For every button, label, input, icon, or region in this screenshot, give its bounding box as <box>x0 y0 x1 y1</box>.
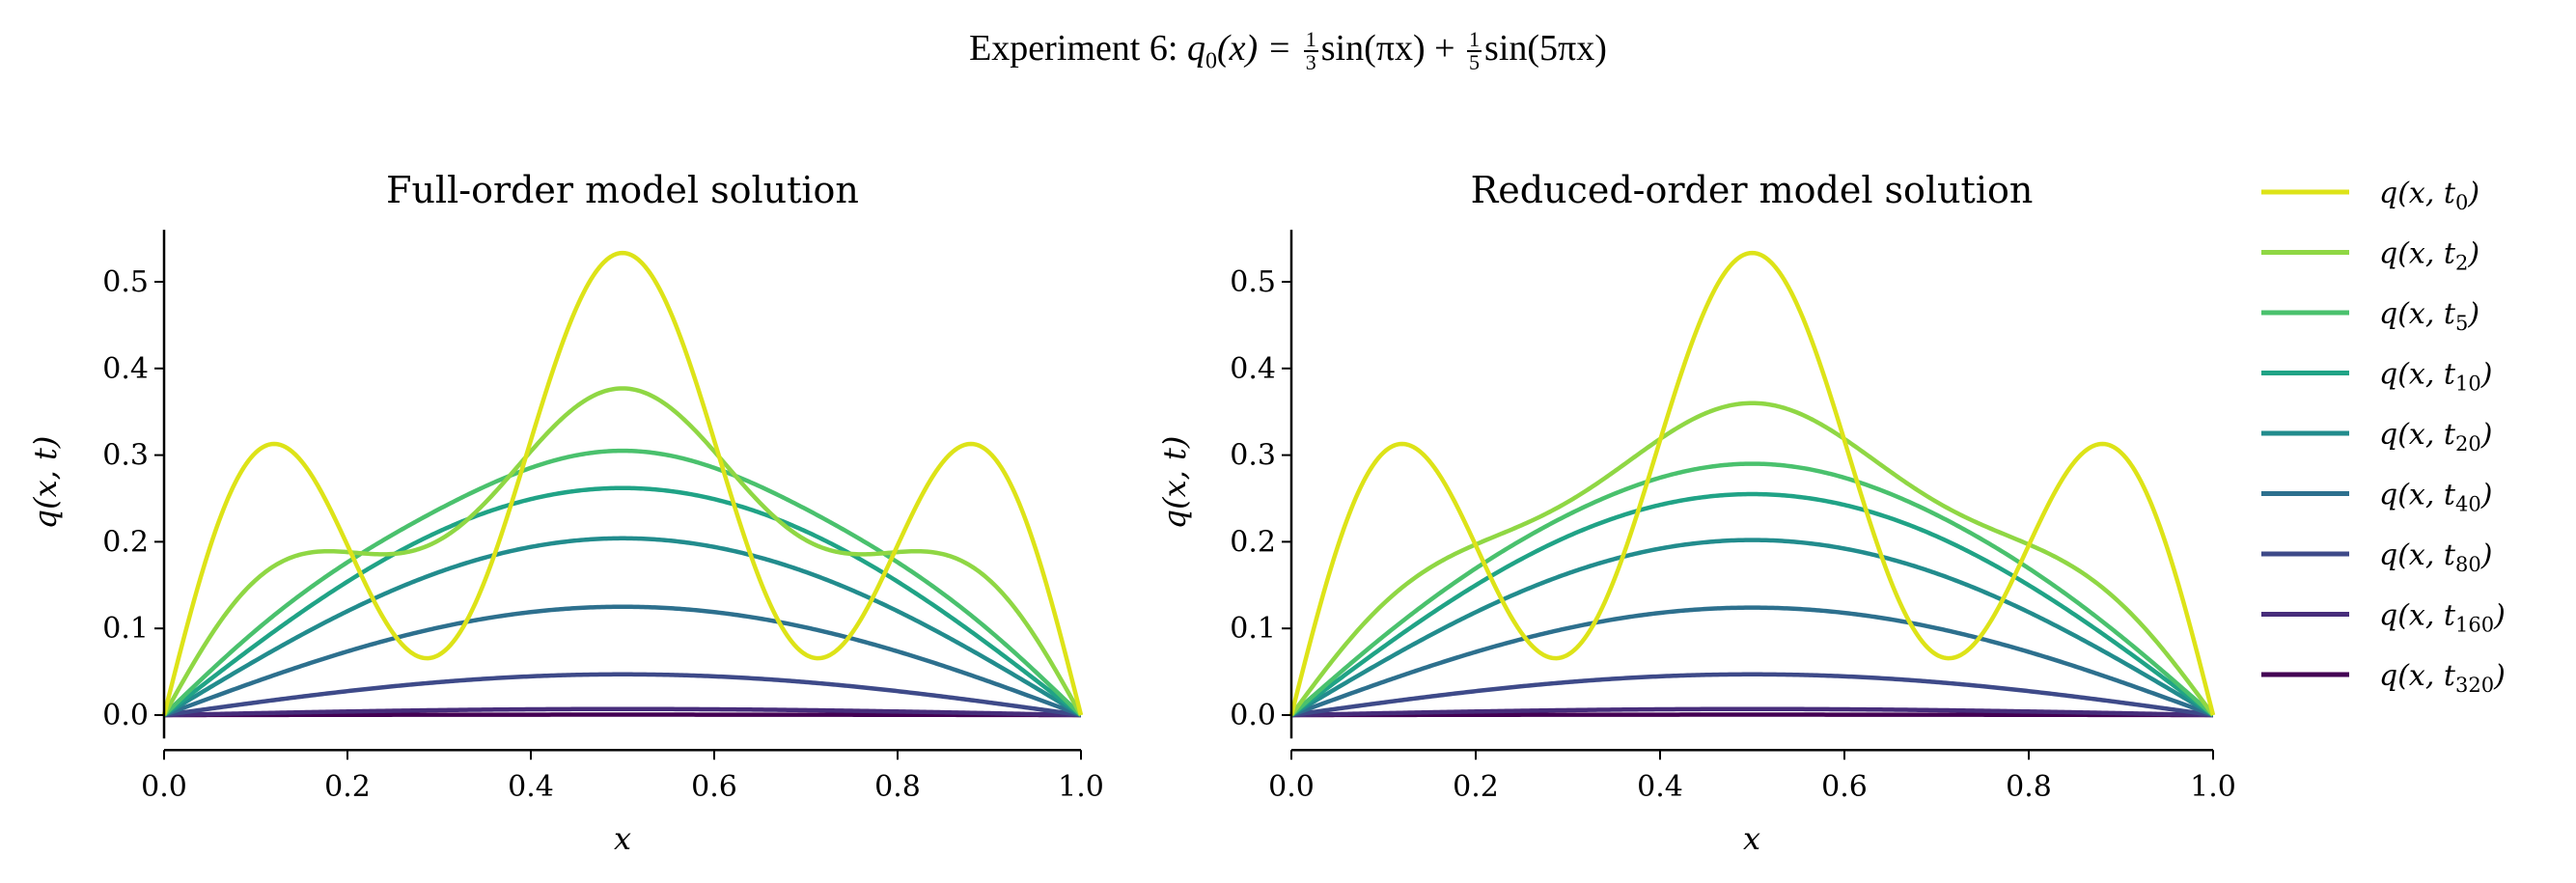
title-term-2: sin(5πx) <box>1484 28 1607 69</box>
legend-label: q(x, t0) <box>2379 177 2479 214</box>
series-line-t10 <box>162 485 1083 717</box>
legend-item-t320: q(x, t320) <box>2261 659 2506 697</box>
series-line-t0 <box>161 250 1084 716</box>
y-tick-label: 0.3 <box>1230 439 1276 473</box>
series-line-t5 <box>1289 461 2215 717</box>
title-term-1: sin(πx) + <box>1320 28 1455 69</box>
legend-item-t160: q(x, t160) <box>2261 599 2506 637</box>
legend-item-t5: q(x, t5) <box>2261 297 2479 335</box>
series-line-t80 <box>1290 672 2214 718</box>
x-tick-label: 0.8 <box>874 770 921 804</box>
legend-label: q(x, t80) <box>2379 538 2492 576</box>
legend-label: q(x, t20) <box>2379 418 2492 455</box>
title-prefix: Experiment 6: <box>969 28 1178 69</box>
y-tick-label: 0.1 <box>1230 612 1276 646</box>
legend-label: q(x, t40) <box>2379 479 2492 516</box>
y-tick-label: 0.0 <box>1230 699 1276 732</box>
y-tick-label: 0.0 <box>102 699 149 732</box>
series-line-t0 <box>1288 250 2216 716</box>
frac1-den: 3 <box>1305 50 1316 75</box>
series-line-t20 <box>1289 538 2215 717</box>
series-line-t10 <box>1289 491 2215 717</box>
y-tick-label: 0.1 <box>102 612 149 646</box>
series-line-t160 <box>1290 706 2214 718</box>
x-tick-label: 0.0 <box>1268 770 1315 804</box>
legend-label: q(x, t10) <box>2379 358 2492 396</box>
x-tick-label: 1.0 <box>2190 770 2236 804</box>
y-tick-label: 0.5 <box>102 265 149 299</box>
series-line-t20 <box>162 536 1083 717</box>
series-line-t2 <box>1289 400 2215 717</box>
x-tick-label: 0.6 <box>691 770 737 804</box>
panel-title: Full-order model solution <box>386 169 859 211</box>
legend-label: q(x, t160) <box>2379 599 2506 637</box>
series-line-t40 <box>163 604 1082 718</box>
legend-label: q(x, t5) <box>2379 297 2479 335</box>
legend-label: q(x, t320) <box>2379 659 2506 697</box>
x-axis-label: x <box>1743 820 1760 857</box>
y-tick-label: 0.3 <box>102 439 149 473</box>
figure-title: Experiment 6: q0(x) = 1 3 sin(πx) + 1 5 sin(… <box>0 27 2576 75</box>
x-tick-label: 0.2 <box>324 770 371 804</box>
title-sub: 0 <box>1205 48 1217 74</box>
frac1-num: 1 <box>1303 27 1318 53</box>
x-tick-label: 0.6 <box>1821 770 1868 804</box>
legend-item-t40: q(x, t40) <box>2261 479 2492 516</box>
frac2-num: 1 <box>1467 27 1482 53</box>
title-arg: (x) = <box>1216 28 1292 69</box>
x-tick-label: 0.0 <box>141 770 187 804</box>
y-axis-label: q(x, t) <box>1156 436 1193 530</box>
x-axis-label: x <box>614 820 631 857</box>
series-line-t2 <box>162 386 1083 717</box>
y-tick-label: 0.2 <box>102 525 149 559</box>
series-line-t40 <box>1290 605 2214 718</box>
y-tick-label: 0.4 <box>102 352 149 386</box>
y-tick-label: 0.5 <box>1230 265 1276 299</box>
reduced-order-panel: Reduced-order model solution x q(x, t) 0… <box>1156 169 2236 857</box>
legend: q(x, t0) q(x, t2) q(x, t5) q(x, t10) q(x, t2… <box>2261 177 2506 697</box>
panel-title: Reduced-order model solution <box>1471 169 2034 211</box>
y-tick-label: 0.4 <box>1230 352 1276 386</box>
x-tick-label: 0.8 <box>2006 770 2052 804</box>
series-line-t160 <box>163 706 1082 718</box>
y-tick-label: 0.2 <box>1230 525 1276 559</box>
legend-label: q(x, t2) <box>2379 237 2479 275</box>
x-tick-label: 0.2 <box>1453 770 1499 804</box>
legend-item-t10: q(x, t10) <box>2261 358 2492 396</box>
frac2-den: 5 <box>1469 50 1481 75</box>
legend-item-t20: q(x, t20) <box>2261 418 2492 455</box>
x-tick-label: 1.0 <box>1058 770 1104 804</box>
full-order-panel: Full-order model solution x q(x, t) 0.0 0… <box>27 169 1104 857</box>
legend-item-t0: q(x, t0) <box>2261 177 2479 214</box>
title-q: q <box>1186 28 1205 69</box>
x-tick-label: 0.4 <box>508 770 554 804</box>
x-tick-label: 0.4 <box>1637 770 1683 804</box>
y-axis-label: q(x, t) <box>27 436 64 530</box>
legend-item-t80: q(x, t80) <box>2261 538 2492 576</box>
series-line-t5 <box>162 448 1083 717</box>
series-line-t80 <box>163 672 1082 718</box>
legend-item-t2: q(x, t2) <box>2261 237 2479 275</box>
